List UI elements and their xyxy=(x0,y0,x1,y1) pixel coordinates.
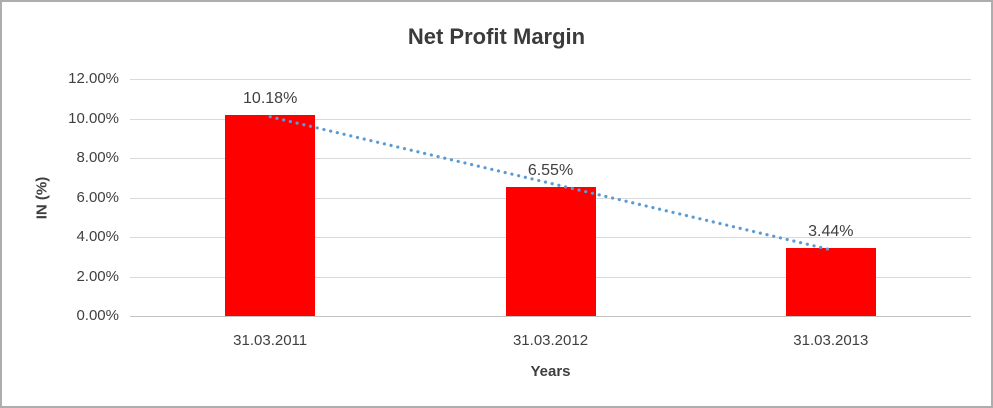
y-tick-label: 4.00% xyxy=(76,228,119,245)
x-tick-label: 31.03.2012 xyxy=(512,332,589,349)
chart-title: Net Profit Margin xyxy=(407,24,586,49)
y-tick-label: 12.00% xyxy=(68,70,119,87)
gridline xyxy=(130,158,971,159)
y-tick-label: 10.00% xyxy=(68,109,119,127)
bar-31.03.2012 xyxy=(505,186,596,316)
trendline xyxy=(268,115,833,252)
y-tick-label: 8.00% xyxy=(76,149,119,166)
bar-31.03.2011 xyxy=(225,114,316,316)
y-tick-label: 2.00% xyxy=(76,267,119,285)
x-tick-label: 31.03.2013 xyxy=(793,332,869,349)
data-label: 6.55% xyxy=(527,161,574,179)
x-tick-label: 31.03.2011 xyxy=(233,332,308,349)
y-tick-label: 6.00% xyxy=(76,188,119,206)
plot-area: 10.18% 6.55% 3.44% xyxy=(130,79,971,317)
x-axis-line xyxy=(130,316,971,317)
bar-31.03.2013 xyxy=(785,248,876,316)
data-label: 3.44% xyxy=(808,223,854,241)
data-label: 10.18% xyxy=(243,89,298,107)
x-axis-title: Years xyxy=(530,363,571,380)
gridline xyxy=(130,79,971,80)
gridline xyxy=(130,118,971,120)
y-tick-label: 0.00% xyxy=(76,307,119,324)
